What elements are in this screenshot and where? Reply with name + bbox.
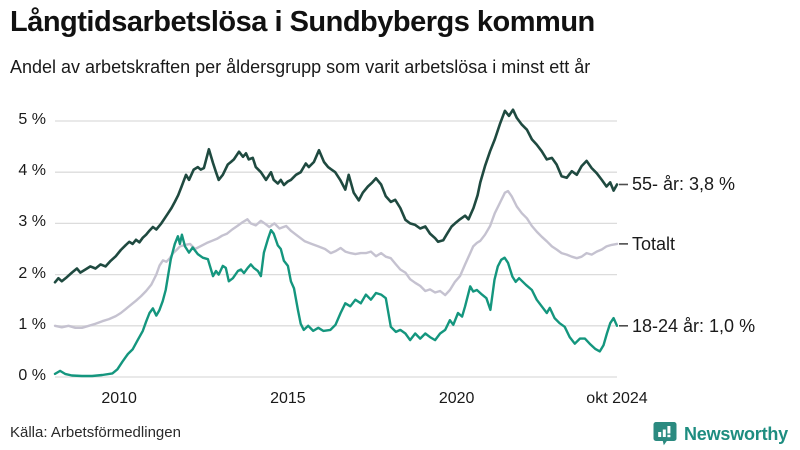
newsworthy-wordmark: Newsworthy xyxy=(683,423,788,444)
series-line-55-r xyxy=(53,108,619,284)
page-title: Långtidsarbetslösa i Sundbybergs kommun xyxy=(10,6,595,38)
x-tick-label: 2015 xyxy=(270,390,306,407)
y-tick-label: 2 % xyxy=(18,264,46,282)
x-tick-label: 2010 xyxy=(101,390,137,407)
y-tick-label: 5 % xyxy=(18,111,46,128)
series-label-55: 55- år: 3,8 % xyxy=(632,174,736,195)
series-line-18-24-r xyxy=(53,228,619,378)
x-tick-label: okt 2024 xyxy=(586,390,648,407)
source-text: Källa: Arbetsförmedlingen xyxy=(10,424,181,441)
newsworthy-icon xyxy=(653,422,677,446)
x-tick-label: 2020 xyxy=(438,390,475,407)
y-tick-label: 0 % xyxy=(18,367,46,384)
newsworthy-logo[interactable]: Newsworthy xyxy=(653,421,788,447)
series-label-18-24: 18-24 år: 1,0 % xyxy=(632,315,756,336)
y-tick-label: 1 % xyxy=(18,315,46,333)
y-tick-label: 4 % xyxy=(18,162,46,180)
page-subtitle: Andel av arbetskraften per åldersgrupp s… xyxy=(10,57,591,77)
y-tick-label: 3 % xyxy=(18,213,46,231)
series-label-totalt: Totalt xyxy=(632,233,676,254)
series-line-totalt xyxy=(53,189,619,329)
